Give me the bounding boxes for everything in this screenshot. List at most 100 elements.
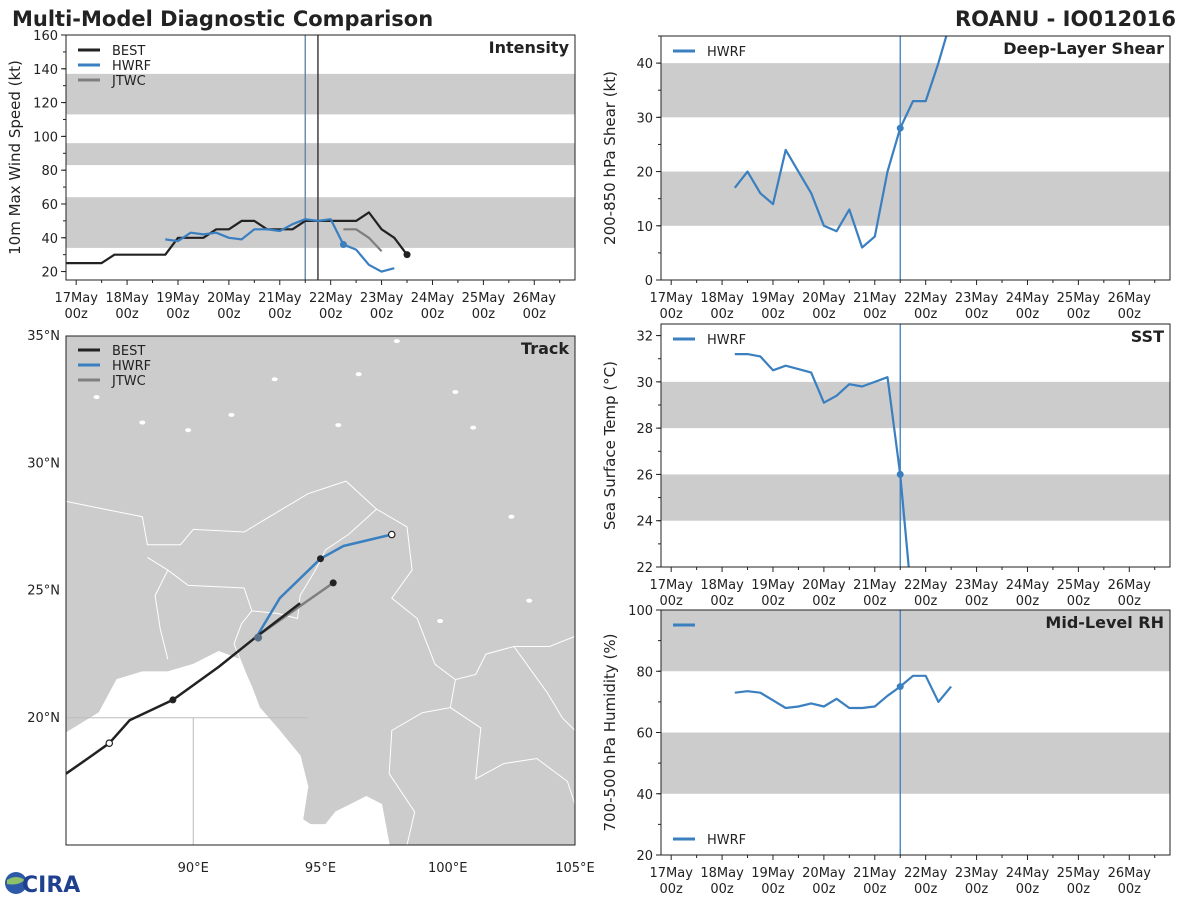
rh-ytick-label: 40 [636, 788, 653, 803]
sst-xtick-label: 00z [863, 594, 887, 609]
rh-xtick-label: 00z [1067, 882, 1091, 897]
rh-ytick-label: 100 [628, 604, 653, 619]
intensity-shaded-band [66, 143, 575, 166]
rh-xtick-label: 19May [751, 866, 795, 881]
track-current-position [254, 633, 263, 642]
track-frame [65, 335, 576, 846]
rh-xtick-label: 00z [710, 882, 734, 897]
logo-text: CIRA [22, 873, 80, 898]
rh-xtick-label: 23May [955, 866, 999, 881]
intensity-xtick-label: 26May [513, 291, 557, 306]
sst-xtick-label: 00z [710, 594, 734, 609]
intensity-ytick-label: 100 [33, 130, 58, 145]
intensity-xtick-label: 20May [207, 291, 251, 306]
sst-xtick-label: 22May [904, 578, 948, 593]
sst-xtick-label: 00z [1067, 594, 1091, 609]
rh-shaded-band [661, 610, 1170, 672]
intensity-ytick-label: 140 [33, 63, 58, 78]
lake-shape [139, 420, 146, 425]
intensity-xtick-label: 00z [523, 307, 547, 322]
country-border [147, 556, 253, 683]
intensity-xtick-label: 25May [462, 291, 506, 306]
shear-xtick-label: 00z [965, 307, 989, 322]
intensity-xtick-label: 21May [258, 291, 302, 306]
lake-shape [355, 372, 362, 377]
sst-xtick-label: 00z [965, 594, 989, 609]
sst-xtick-label: 00z [812, 594, 836, 609]
shear-xtick-label: 00z [812, 307, 836, 322]
rh-xtick-label: 00z [863, 882, 887, 897]
track-title: Track [521, 339, 569, 358]
intensity-legend-hwrf: HWRF [112, 59, 151, 74]
shear-xtick-label: 26May [1108, 291, 1152, 306]
rh-xtick-label: 00z [761, 882, 785, 897]
rh-xtick-label: 21May [853, 866, 897, 881]
lake-shape [393, 339, 400, 344]
track-open-marker-best [105, 739, 114, 748]
track-marker-jtwc [329, 579, 337, 587]
rh-plot-area [661, 610, 1170, 855]
rh-xtick-label: 24May [1006, 866, 1050, 881]
sst-plot-area [661, 324, 1170, 567]
intensity-series-jtwc [343, 228, 383, 253]
intensity-ytick-label: 40 [41, 232, 58, 247]
track-map-area [66, 336, 575, 845]
intensity-marker-best [403, 251, 411, 259]
intensity-xtick-label: 00z [319, 307, 343, 322]
rh-marker-hwrf [896, 683, 904, 691]
rh-legend-hwrf: HWRF [707, 833, 746, 848]
shear-xtick-label: 00z [914, 307, 938, 322]
sst-legend-hwrf: HWRF [707, 333, 746, 348]
track-panel: 90°E 95°E 100°E 105°E 20°N 25°N 30°N 35°N Track B… [27, 329, 595, 876]
lake-shape [452, 389, 459, 394]
intensity-ytick-label: 20 [41, 266, 58, 281]
rh-xtick-label: 00z [965, 882, 989, 897]
shear-shaded-band [661, 171, 1170, 226]
track-legend-best: BEST [112, 344, 145, 359]
track-legend-jtwc: JTWC [111, 374, 146, 389]
rh-xtick-label: 26May [1108, 866, 1152, 881]
intensity-xtick-label: 00z [472, 307, 496, 322]
intensity-plot-area [66, 35, 575, 280]
sst-ytick-label: 24 [636, 515, 653, 530]
lake-shape [335, 423, 342, 428]
lake-shape [470, 425, 477, 430]
track-series-best [66, 602, 301, 775]
track-xtick-label: 90°E [178, 861, 209, 876]
shear-marker-hwrf [896, 124, 904, 132]
shear-ytick-label: 20 [636, 166, 653, 181]
shear-xtick-label: 00z [1118, 307, 1142, 322]
sst-xtick-label: 00z [914, 594, 938, 609]
shear-ytick-label: 30 [636, 111, 653, 126]
intensity-xtick-label: 23May [360, 291, 404, 306]
intensity-xtick-label: 18May [105, 291, 149, 306]
rh-xtick-label: 00z [659, 882, 683, 897]
rh-xtick-label: 22May [904, 866, 948, 881]
country-border [154, 569, 169, 660]
track-xtick-label: 95°E [305, 861, 336, 876]
shear-xtick-label: 24May [1006, 291, 1050, 306]
intensity-xtick-label: 00z [421, 307, 445, 322]
shear-ytick-label: 40 [636, 57, 653, 72]
intensity-xtick-label: 22May [309, 291, 353, 306]
sst-xtick-label: 00z [1016, 594, 1040, 609]
sst-shaded-band [661, 381, 1170, 429]
rh-ytick-label: 20 [636, 849, 653, 864]
intensity-legend-best: BEST [112, 44, 145, 59]
country-border [513, 646, 575, 731]
sst-xtick-label: 26May [1108, 578, 1152, 593]
rh-title: Mid-Level RH [1045, 613, 1164, 632]
lake-shape [437, 619, 444, 624]
lake-shape [185, 428, 192, 433]
rh-xtick-label: 00z [914, 882, 938, 897]
track-ytick-label: 35°N [27, 329, 60, 344]
sst-xtick-label: 21May [853, 578, 897, 593]
rh-ytick-label: 60 [636, 727, 653, 742]
intensity-xtick-label: 00z [217, 307, 241, 322]
storm-id: ROANU - IO012016 [955, 7, 1176, 31]
sea-fill [66, 651, 390, 845]
sst-ytick-label: 28 [636, 422, 653, 437]
lake-shape [271, 377, 278, 382]
intensity-ytick-label: 120 [33, 97, 58, 112]
